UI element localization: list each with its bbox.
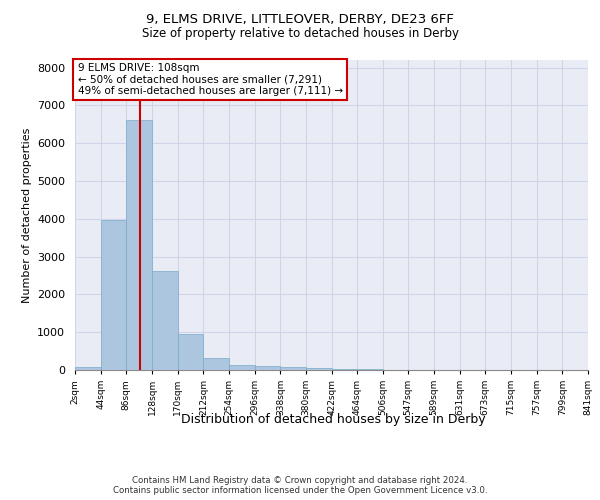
Bar (306, 368, 332, 370)
Bar (75, 367, 101, 370)
Text: 9, ELMS DRIVE, LITTLEOVER, DERBY, DE23 6FF: 9, ELMS DRIVE, LITTLEOVER, DERBY, DE23 6… (146, 12, 454, 26)
Bar (127, 120, 152, 370)
Bar (229, 366, 255, 370)
Bar (332, 369, 358, 370)
Text: Distribution of detached houses by size in Derby: Distribution of detached houses by size … (181, 412, 485, 426)
Bar (203, 358, 229, 370)
Text: Size of property relative to detached houses in Derby: Size of property relative to detached ho… (142, 28, 458, 40)
Y-axis label: Number of detached properties: Number of detached properties (22, 128, 32, 302)
Bar (178, 334, 203, 370)
Text: Contains HM Land Registry data © Crown copyright and database right 2024.
Contai: Contains HM Land Registry data © Crown c… (113, 476, 487, 495)
Bar (280, 367, 306, 370)
Bar (255, 366, 280, 370)
Bar (152, 271, 178, 370)
Text: 9 ELMS DRIVE: 108sqm
← 50% of detached houses are smaller (7,291)
49% of semi-de: 9 ELMS DRIVE: 108sqm ← 50% of detached h… (77, 63, 343, 96)
Bar (101, 220, 127, 370)
